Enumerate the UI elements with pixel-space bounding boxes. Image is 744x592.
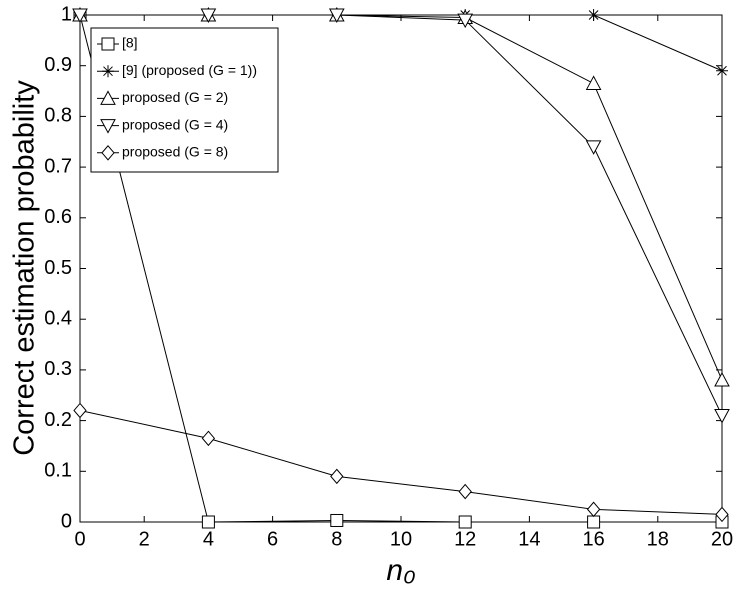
x-tick-label: 4: [203, 528, 214, 550]
y-tick-label: 0.1: [44, 460, 72, 482]
legend-label: proposed (G = 2): [122, 89, 228, 105]
x-tick-label: 10: [390, 528, 412, 550]
marker: [587, 515, 601, 529]
x-tick-label: 0: [74, 528, 85, 550]
x-tick-label: 12: [454, 528, 476, 550]
marker: [100, 119, 116, 134]
x-tick-label: 18: [647, 528, 669, 550]
y-tick-label: 0.7: [44, 155, 72, 177]
marker: [101, 145, 115, 161]
marker: [586, 501, 601, 518]
x-tick-label: 6: [267, 528, 278, 550]
y-tick-label: 1: [61, 3, 72, 25]
y-tick-label: 0.4: [44, 307, 72, 329]
series-line: [79, 14, 722, 523]
y-tick-label: 0.5: [44, 257, 72, 279]
marker: [328, 8, 345, 24]
x-tick-label: 2: [139, 528, 150, 550]
marker: [330, 513, 344, 527]
y-tick-label: 0.9: [44, 54, 72, 76]
y-tick-label: 0.8: [44, 105, 72, 127]
marker: [585, 140, 602, 155]
y-tick-label: 0.3: [44, 358, 72, 380]
legend-label: [8]: [122, 35, 138, 51]
marker: [101, 37, 115, 51]
y-tick-label: 0: [61, 510, 72, 532]
x-tick-label: 8: [331, 528, 342, 550]
legend-label: proposed (G = 8): [122, 144, 228, 160]
marker: [714, 409, 730, 424]
x-tick-label: 16: [582, 528, 604, 550]
marker: [201, 430, 216, 447]
marker: [715, 506, 729, 523]
marker: [73, 402, 87, 419]
marker: [458, 483, 472, 500]
legend: [8] [9] (proposed (G = 1)) proposed (G = 2…: [90, 27, 279, 173]
marker: [330, 468, 344, 485]
marker: [457, 13, 474, 29]
series-line: [79, 409, 723, 515]
series-line: [80, 14, 723, 416]
y-axis-label: Correct estimation probability: [9, 80, 41, 456]
marker: [72, 8, 88, 24]
x-axis-label: n₀: [386, 554, 415, 587]
y-tick-label: 0.2: [44, 409, 72, 431]
legend-label: [9] (proposed (G = 1)): [122, 62, 257, 78]
marker: [587, 9, 600, 21]
legend-label: proposed (G = 4): [122, 116, 228, 132]
marker: [201, 515, 215, 529]
marker: [458, 515, 472, 529]
marker: [200, 8, 217, 24]
legend-box: [90, 27, 279, 173]
marker: [716, 64, 728, 77]
x-tick-label: 14: [518, 528, 540, 550]
marker: [714, 371, 730, 387]
marker: [100, 90, 116, 105]
y-tick-label: 0.6: [44, 206, 72, 228]
x-tick-label: 20: [711, 528, 733, 550]
marker: [102, 65, 114, 78]
marker: [585, 75, 602, 90]
